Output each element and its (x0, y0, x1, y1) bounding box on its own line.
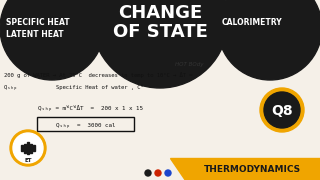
Text: ET: ET (24, 158, 32, 163)
Text: Qₛₕₚ            Specific Heat of water , Cᵁ: Qₛₕₚ Specific Heat of water , Cᵁ (4, 84, 144, 90)
Text: CALORIMETRY: CALORIMETRY (222, 18, 283, 27)
Bar (27, 142, 28, 154)
Text: LATENT HEAT: LATENT HEAT (6, 30, 64, 39)
Bar (24, 143, 26, 152)
Text: THERMODYNAMICS: THERMODYNAMICS (204, 165, 300, 174)
Text: SPECIFIC HEAT: SPECIFIC HEAT (6, 18, 70, 27)
Text: HOT BOdy: HOT BOdy (175, 62, 204, 67)
Text: Qₛₕₚ = mᵂCᵂΔT  =  200 x 1 x 15: Qₛₕₚ = mᵂCᵂΔT = 200 x 1 x 15 (38, 105, 143, 111)
Circle shape (145, 170, 151, 176)
Circle shape (10, 130, 46, 166)
Text: Q8: Q8 (271, 104, 293, 118)
Polygon shape (170, 158, 320, 180)
Circle shape (155, 170, 161, 176)
Circle shape (92, 0, 228, 88)
FancyBboxPatch shape (37, 117, 134, 131)
Circle shape (165, 170, 171, 176)
Circle shape (260, 88, 304, 132)
Bar (30, 143, 31, 152)
Circle shape (13, 133, 43, 163)
Bar (33, 145, 35, 151)
Text: CHANGE
OF STATE: CHANGE OF STATE (113, 4, 207, 41)
Text: Qₛₕₚ  =  3000 cal: Qₛₕₚ = 3000 cal (56, 123, 115, 127)
Circle shape (264, 92, 300, 128)
Text: 200 g of WATER → At 25°C  decreases in temp to 10°C → ΔT =: 200 g of WATER → At 25°C decreases in te… (4, 72, 193, 78)
Bar (21, 145, 22, 151)
Circle shape (0, 0, 104, 80)
Circle shape (218, 0, 320, 80)
